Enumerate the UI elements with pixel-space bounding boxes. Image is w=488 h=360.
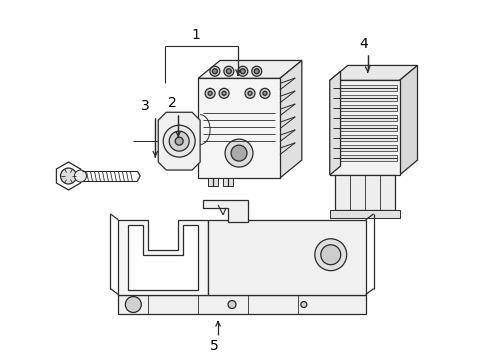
Bar <box>208 178 218 186</box>
Circle shape <box>244 88 254 98</box>
Polygon shape <box>329 66 417 80</box>
Circle shape <box>224 139 252 167</box>
Circle shape <box>247 91 251 95</box>
Bar <box>332 145 396 151</box>
Circle shape <box>219 88 228 98</box>
Circle shape <box>163 125 195 157</box>
Text: 1: 1 <box>191 27 200 41</box>
Circle shape <box>175 137 183 145</box>
Text: 2: 2 <box>167 96 176 110</box>
Bar <box>329 210 399 218</box>
Polygon shape <box>198 60 301 78</box>
Polygon shape <box>399 66 417 175</box>
Circle shape <box>230 145 246 161</box>
Circle shape <box>74 170 86 182</box>
Circle shape <box>237 66 247 76</box>
Circle shape <box>240 69 245 74</box>
Bar <box>118 294 365 315</box>
Polygon shape <box>203 200 247 222</box>
Polygon shape <box>279 60 301 178</box>
Circle shape <box>314 239 346 271</box>
Circle shape <box>209 66 220 76</box>
Circle shape <box>222 91 225 95</box>
Circle shape <box>227 301 236 309</box>
Circle shape <box>204 88 215 98</box>
Bar <box>332 105 396 111</box>
Bar <box>329 80 399 175</box>
Bar <box>332 155 396 161</box>
Bar <box>198 78 279 178</box>
Circle shape <box>61 168 76 184</box>
Polygon shape <box>329 71 340 175</box>
Circle shape <box>226 69 231 74</box>
Circle shape <box>254 69 259 74</box>
Polygon shape <box>118 220 208 294</box>
Circle shape <box>169 131 189 151</box>
Circle shape <box>260 88 269 98</box>
Bar <box>332 135 396 141</box>
Polygon shape <box>56 162 81 190</box>
Circle shape <box>251 66 261 76</box>
Text: 5: 5 <box>209 339 218 354</box>
Circle shape <box>212 69 217 74</box>
Circle shape <box>263 91 266 95</box>
Circle shape <box>224 66 233 76</box>
Circle shape <box>320 245 340 265</box>
Bar <box>334 175 394 210</box>
Text: 4: 4 <box>359 36 367 50</box>
Circle shape <box>208 91 212 95</box>
Polygon shape <box>208 220 365 294</box>
Bar <box>332 125 396 131</box>
Bar <box>332 115 396 121</box>
Circle shape <box>125 297 141 312</box>
Circle shape <box>300 302 306 307</box>
Bar <box>223 178 233 186</box>
Bar <box>332 95 396 101</box>
Text: 3: 3 <box>141 99 149 113</box>
Polygon shape <box>158 112 200 170</box>
Polygon shape <box>128 225 198 289</box>
Bar <box>332 85 396 91</box>
